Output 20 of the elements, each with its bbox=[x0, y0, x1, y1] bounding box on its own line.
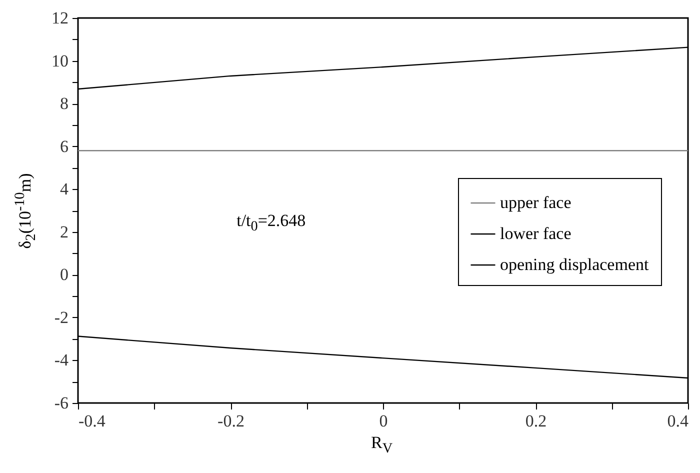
y-tick-label: -6 bbox=[54, 394, 68, 412]
annotation: t/t$_{0}$=2.648 bbox=[236, 210, 306, 235]
legend-label: upper face bbox=[500, 193, 572, 212]
x-tick-label: 0.2 bbox=[525, 412, 547, 430]
x-tick-label: -0.2 bbox=[218, 412, 244, 430]
y-tick-label: 4 bbox=[60, 180, 69, 199]
y-tick-label: 10 bbox=[52, 51, 68, 70]
y-tick-label: 8 bbox=[60, 94, 68, 114]
y-tick-label: 12 bbox=[52, 8, 68, 28]
y-tick-label: 0 bbox=[60, 265, 68, 284]
x-axis-title: R$_{V}$ bbox=[371, 433, 393, 458]
y-tick-label: 6 bbox=[60, 136, 68, 156]
y-tick-label: -4 bbox=[54, 350, 69, 370]
y-tick-label: -2 bbox=[54, 308, 68, 327]
x-tick-label: -0.4 bbox=[78, 412, 106, 430]
x-tick-label: 0.4 bbox=[667, 412, 689, 430]
legend-label: opening displacement bbox=[500, 255, 649, 274]
x-tick-label: 0 bbox=[379, 412, 388, 430]
y-tick-label: 2 bbox=[60, 222, 68, 242]
legend-label: lower face bbox=[500, 224, 572, 243]
